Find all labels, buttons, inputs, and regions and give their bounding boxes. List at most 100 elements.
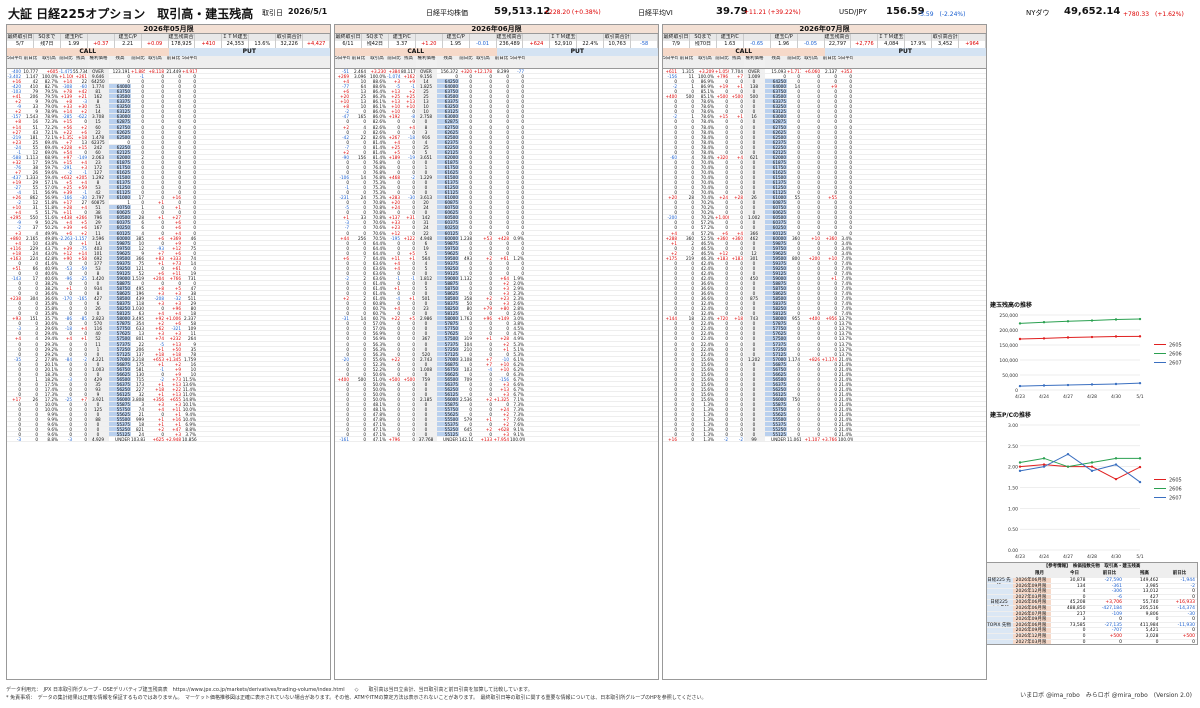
- table-cell: +1: [157, 381, 164, 386]
- table-cell: 0: [489, 346, 492, 351]
- table-cell: +1: [157, 260, 164, 265]
- legend-label: 2605: [1169, 478, 1182, 484]
- table-cell: 0: [674, 296, 677, 301]
- table-cell: 63000: [437, 114, 459, 119]
- table-cell: -1: [344, 185, 349, 190]
- table-row: -2 1 78.6% +15 +1 16 63000 0 0 0 0: [663, 114, 986, 120]
- table-cell: 56250: [109, 386, 131, 391]
- table-cell: 0: [817, 154, 820, 159]
- table-cell: 0: [691, 417, 694, 422]
- table-cell: 61500: [765, 174, 787, 180]
- table-cell: 0: [178, 124, 181, 129]
- table-row: 0 0 76.8% 0 0 0 61875 0 0 0 0: [335, 159, 658, 165]
- table-cell: 0: [469, 190, 472, 195]
- table-cell: 0: [834, 432, 837, 437]
- table-cell: 0: [740, 205, 743, 210]
- table-cell: +133: [480, 437, 492, 442]
- table-cell: 0: [725, 280, 728, 286]
- table-cell: 0: [469, 361, 472, 366]
- table-cell: 0: [725, 240, 728, 245]
- table-cell: 0: [346, 397, 349, 402]
- table-cell: 70.4%: [700, 185, 714, 190]
- table-cell: 0: [740, 124, 743, 129]
- reference-group: [987, 611, 1013, 617]
- table-cell: 0: [521, 230, 524, 235]
- table-cell: 57625: [437, 331, 459, 336]
- table-cell: 0: [363, 346, 366, 351]
- data-point: [1114, 457, 1118, 460]
- table-cell: 0: [506, 200, 509, 205]
- table-cell: 0: [412, 149, 415, 154]
- table-cell: 0: [817, 412, 820, 417]
- table-cell: 319: [464, 336, 472, 341]
- table-cell: +3: [174, 291, 181, 296]
- table-cell: 59.4%: [44, 174, 58, 180]
- table-cell: 0: [725, 311, 728, 316]
- table-cell: 0: [141, 84, 144, 89]
- strike-cell: 692: [88, 255, 109, 260]
- reference-cell: 30,878: [1069, 578, 1086, 583]
- table-cell: 42.4%: [700, 260, 714, 265]
- table-cell: 0: [521, 94, 524, 99]
- reference-cell: 2026年06月限: [1013, 605, 1051, 611]
- table-cell: 0: [141, 200, 144, 205]
- table-row: 0 0 36.6% 0 0 0 58625 0 0 0 7.4%: [663, 291, 986, 297]
- table-cell: 0: [412, 366, 415, 371]
- strike-cell: 796: [88, 215, 109, 220]
- table-cell: 0: [489, 124, 492, 129]
- table-cell: 0: [397, 311, 400, 316]
- table-cell: 0: [797, 286, 800, 291]
- table-cell: 55250: [109, 427, 131, 432]
- table-cell: 0: [725, 331, 728, 336]
- table-cell: 0: [35, 291, 38, 296]
- table-cell: 0: [817, 210, 820, 215]
- table-cell: 62000: [437, 154, 459, 159]
- table-cell: 0: [725, 422, 728, 427]
- table-row: +2 4 82.6% 0 +4 8 62750 0 0 0 0: [335, 124, 658, 130]
- table-cell: 17.5%: [44, 381, 58, 386]
- table-row: 0 0 57.2% 0 0 0 60250 0 0 0 0: [663, 225, 986, 231]
- table-cell: +18: [172, 351, 181, 356]
- summary-value: 3.37: [388, 41, 416, 48]
- table-cell: 0: [674, 245, 677, 250]
- summary-value: -0.05: [797, 41, 825, 48]
- summary-label: [851, 34, 879, 41]
- table-cell: 70.6%: [372, 220, 386, 225]
- table-cell: 0: [469, 210, 472, 215]
- reference-row: 日経225 mini 先物2026年06月限45,208+3,70655,740…: [987, 599, 1197, 611]
- table-cell: 0: [178, 149, 181, 154]
- table-cell: 0: [141, 185, 144, 190]
- column-header: 権利価格: [744, 56, 765, 68]
- table-cell: 0: [725, 225, 728, 230]
- table-cell: 0: [397, 427, 400, 432]
- table-cell: 0: [691, 185, 694, 190]
- table-cell: 10.1%: [182, 402, 196, 407]
- table-cell: 0: [69, 346, 72, 351]
- table-cell: 63250: [765, 104, 787, 109]
- table-cell: 0: [489, 144, 492, 149]
- table-cell: +1: [342, 215, 349, 220]
- table-cell: 51.0%: [372, 376, 386, 381]
- table-cell: +22: [63, 129, 72, 134]
- reference-cell: 0: [1192, 639, 1195, 645]
- table-row: 0 0 50.0% 0 0 0 56125 0 0 +3 6.7%: [335, 392, 658, 398]
- table-cell: 2.9%: [513, 286, 524, 291]
- strike-cell: 0: [744, 270, 765, 275]
- table-cell: 59500: [765, 255, 787, 260]
- table-cell: 57250: [765, 346, 787, 351]
- table-cell: 2.6%: [513, 311, 524, 316]
- reference-columns: 限月 今日 前日比 残高 前日比: [987, 570, 1197, 577]
- table-cell: 64000: [109, 84, 131, 89]
- summary-label: [87, 34, 115, 41]
- table-cell: 0: [489, 250, 492, 255]
- strike-cell: 4,221: [88, 356, 109, 361]
- strike-cell: 26: [744, 195, 765, 200]
- table-cell: +360: [716, 235, 728, 240]
- table-row: +20 28 70.4% +24 +28 26 61000 55 0 +55 0: [663, 195, 986, 201]
- table-cell: 0: [834, 427, 837, 432]
- table-row: 0 0 10.0% 0 0 125 55750 74 +4 +11 10.0%: [7, 407, 330, 413]
- strike-cell: 301: [744, 255, 765, 260]
- table-cell: 0: [346, 301, 349, 306]
- strike-cell: 138: [744, 84, 765, 89]
- table-cell: 0: [817, 275, 820, 280]
